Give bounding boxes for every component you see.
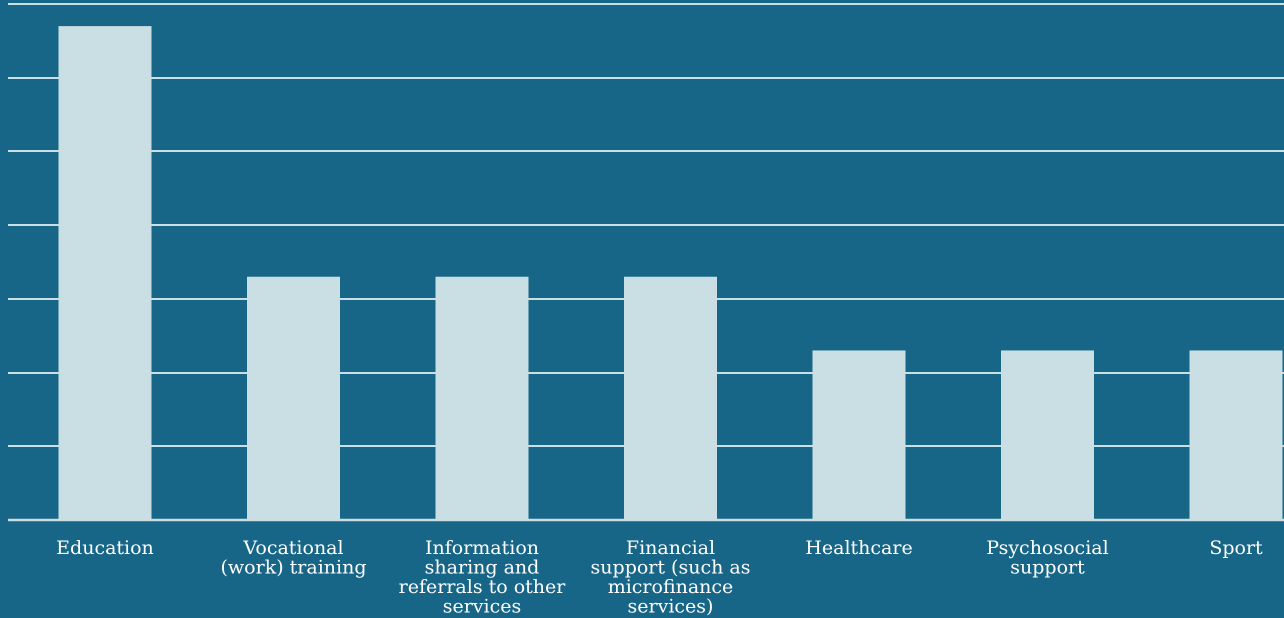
bar-5 — [812, 350, 906, 520]
x-tick-label: Information sharing and referrals to other… — [399, 537, 567, 618]
x-tick-label-line: Education — [56, 537, 154, 559]
bar-4 — [624, 276, 717, 520]
x-tick-label: Education — [56, 537, 154, 559]
x-tick-label-line: Psychosocial — [986, 537, 1108, 559]
x-tick-label: Sport — [1209, 537, 1263, 559]
bar-6 — [1001, 350, 1094, 520]
x-tick-label-line: services) — [628, 596, 714, 618]
x-tick-label: Financial support (such as microfinance ser… — [591, 537, 751, 618]
x-tick-label-line: Healthcare — [805, 537, 912, 559]
x-tick-label-line: support (such as — [591, 557, 751, 579]
x-tick-label: Psychosocial support — [986, 537, 1108, 579]
x-tick-label-line: support — [1010, 557, 1085, 579]
bar-2 — [247, 276, 340, 520]
category-labels: Education Vocational (work) training Inform… — [56, 537, 1263, 618]
x-tick-label-line: Financial — [626, 537, 715, 559]
x-tick-label: Healthcare — [805, 537, 912, 559]
x-tick-label-line: services — [443, 596, 522, 618]
x-tick-label-line: (work) training — [221, 557, 367, 579]
bars — [58, 26, 1283, 520]
bar-3 — [435, 276, 529, 520]
x-tick-label-line: Information — [425, 537, 539, 559]
bar-1 — [58, 26, 152, 520]
x-tick-label-line: referrals to other — [399, 576, 567, 598]
bar-7 — [1189, 350, 1283, 520]
x-tick-label-line: microfinance — [608, 576, 734, 598]
x-tick-label-line: sharing and — [425, 557, 540, 579]
x-tick-label-line: Sport — [1209, 537, 1263, 559]
x-tick-label: Vocational (work) training — [221, 537, 367, 579]
x-tick-label-line: Vocational — [242, 537, 343, 559]
